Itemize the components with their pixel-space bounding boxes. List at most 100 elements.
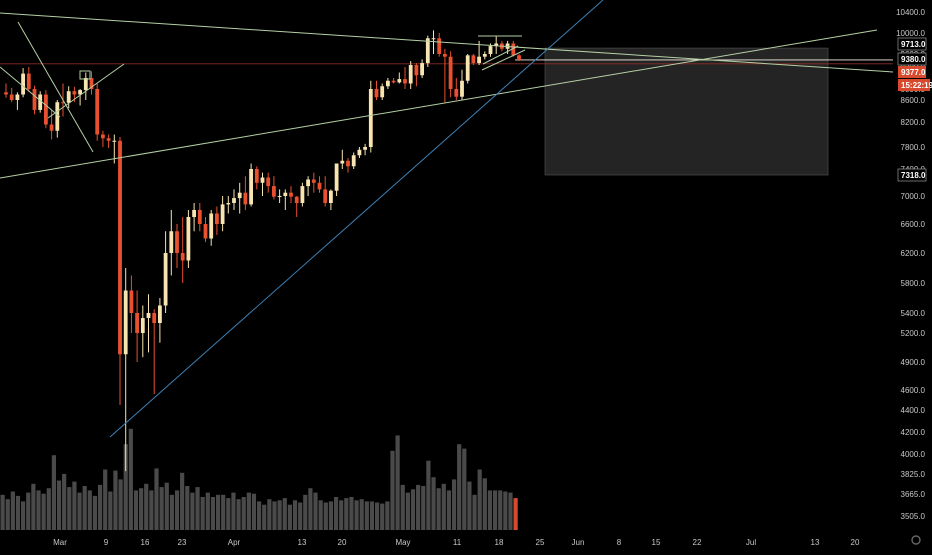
candle-body: [89, 78, 94, 89]
candle-body: [317, 182, 322, 190]
candle-body: [158, 305, 162, 323]
candle-body: [351, 155, 356, 167]
price-badge-line-box: [897, 52, 927, 66]
volume-bar: [164, 482, 169, 530]
candle-body: [448, 56, 453, 89]
candle-body: [129, 290, 134, 313]
triangle-lower-edge: [0, 66, 61, 118]
y-tick-label: 10000.0: [896, 29, 925, 38]
x-tick-label: Apr: [228, 538, 241, 547]
candle-body: [386, 80, 390, 87]
candle-body: [306, 179, 310, 187]
volume-bar: [180, 472, 185, 530]
volume-bar: [108, 491, 113, 530]
y-tick-label: 7000.0: [901, 192, 926, 201]
candle-body: [266, 177, 271, 187]
candle-body: [357, 149, 362, 156]
volume-bar: [215, 494, 221, 530]
volume-bar: [205, 492, 210, 530]
candle-body: [180, 253, 185, 261]
candle-body: [95, 89, 100, 135]
candle-body: [226, 203, 231, 205]
volume-bar: [446, 490, 452, 530]
candle-body: [232, 198, 236, 203]
triangle-upper-edge: [47, 63, 125, 119]
volume-bar: [82, 486, 87, 530]
volume-bar: [241, 497, 246, 530]
candle-body: [152, 313, 157, 323]
volume-bar: [462, 448, 467, 530]
volume-bar: [103, 469, 108, 530]
candle-body: [83, 78, 88, 91]
candle-body: [66, 91, 71, 103]
volume-bar: [195, 487, 200, 530]
volume-bar: [503, 491, 508, 530]
volume-bar: [174, 490, 180, 530]
volume-bar: [395, 435, 400, 530]
volume-bar: [467, 481, 472, 530]
candle-body: [112, 140, 117, 142]
volume-bar: [118, 479, 123, 530]
target-zone: [544, 47, 829, 176]
volume-bar: [287, 504, 292, 530]
volume-bar: [31, 483, 36, 530]
volume-bar: [169, 494, 174, 530]
candle-body: [477, 56, 481, 64]
candle-body: [272, 186, 276, 197]
y-tick-label: 3825.0: [901, 470, 926, 479]
candle-body: [517, 55, 521, 60]
volume-bar: [139, 488, 144, 530]
volume-bar: [472, 494, 477, 530]
candle-body: [4, 92, 8, 95]
candle-body: [55, 102, 60, 131]
candle-body: [215, 213, 219, 224]
candle-body: [186, 217, 191, 261]
volume-bar: [41, 493, 46, 530]
volume-bar: [374, 502, 380, 530]
volume-bar: [364, 501, 369, 530]
volume-bar: [92, 495, 98, 530]
x-tick-label: 18: [495, 538, 504, 547]
candle-body: [140, 318, 145, 333]
y-tick-label: 5400.0: [901, 309, 926, 318]
candle-body: [197, 210, 202, 224]
volume-bar: [477, 469, 482, 530]
candle-body: [49, 124, 54, 131]
candle-body: [334, 163, 339, 191]
candle-body: [414, 65, 419, 76]
volume-bar: [133, 490, 139, 530]
x-tick-label: 22: [693, 538, 702, 547]
x-tick-label: 23: [178, 538, 187, 547]
candle-body: [106, 138, 111, 141]
candle-body: [346, 160, 350, 167]
candle-body: [511, 43, 516, 56]
candle-body: [123, 290, 128, 355]
x-tick-label: 11: [453, 538, 462, 547]
rising-green-trendline: [0, 29, 878, 179]
volume-bar: [62, 473, 67, 530]
pattern-box: [79, 70, 91, 80]
volume-bar: [144, 483, 149, 530]
volume-bar: [10, 491, 15, 530]
candle-body: [300, 186, 305, 203]
volume-bar: [185, 486, 190, 530]
volume-bar: [72, 481, 77, 530]
flag-bottom-line: [481, 49, 526, 71]
volume-bar: [0, 494, 5, 530]
gear-icon[interactable]: [911, 535, 921, 545]
volume-bar: [21, 501, 26, 530]
candle-body: [465, 55, 470, 81]
candle-body: [9, 94, 14, 100]
y-tick-label: 7800.0: [901, 143, 926, 152]
volume-bar: [380, 503, 385, 530]
candle-body: [425, 38, 430, 64]
volume-bar: [308, 488, 313, 530]
candle-body: [101, 134, 105, 139]
volume-bar: [113, 470, 118, 530]
y-tick-label: 4900.0: [901, 358, 926, 367]
candle-body: [26, 73, 31, 89]
candle-body: [471, 55, 476, 64]
candle-body: [209, 213, 214, 239]
x-tick-label: Jul: [746, 538, 756, 547]
